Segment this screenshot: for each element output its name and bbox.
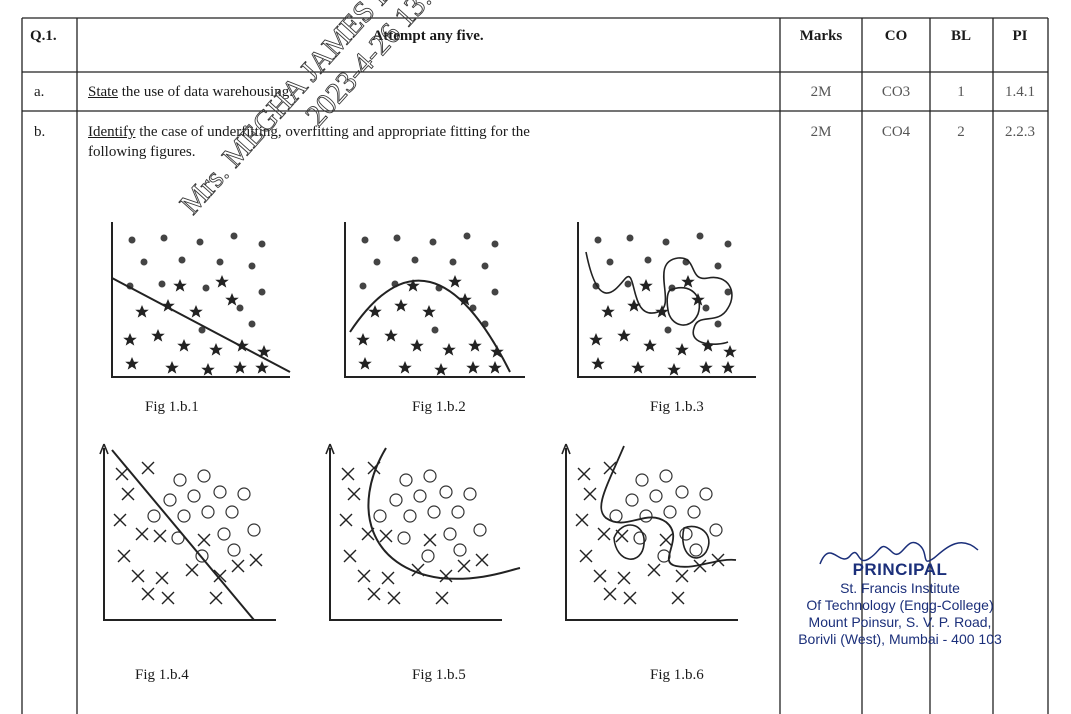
stamp-line-4: Borivli (West), Mumbai - 400 103 [798, 631, 1002, 647]
marks-header: Marks [799, 28, 843, 44]
row-a-question: State the use of data warehousing. [88, 83, 293, 101]
bl-header: BL [950, 28, 972, 44]
fig-caption-3: Fig 1.b.3 [650, 399, 704, 415]
row-b-bl: 2 [957, 124, 965, 140]
pi-header: PI [1012, 28, 1028, 44]
stamp-line-2: Of Technology (Engg-College) [806, 597, 994, 613]
co-header: CO [884, 28, 908, 44]
fig-caption-1: Fig 1.b.1 [145, 399, 199, 415]
fig-2-appropriate-fit-plot [344, 222, 525, 378]
row-a-id: a. [34, 84, 45, 100]
fig-caption-4: Fig 1.b.4 [135, 667, 189, 683]
row-b-question: Identify the case of underfitting, overf… [88, 123, 530, 141]
row-a-pi: 1.4.1 [1005, 84, 1035, 100]
stamp-line-3: Mount Poinsur, S. V. P. Road, [808, 614, 992, 630]
stamp-line-1: St. Francis Institute [840, 580, 960, 596]
principal-stamp: PRINCIPAL St. Francis Institute Of Techn… [730, 560, 1070, 648]
row-a-bl: 1 [957, 84, 965, 100]
fig-3-overfit-plot [577, 222, 756, 378]
fig-caption-2: Fig 1.b.2 [412, 399, 466, 415]
row-a-verb: State [88, 84, 118, 100]
row-b-marks: 2M [810, 124, 832, 140]
row-b-id: b. [34, 124, 46, 140]
question-number: Q.1. [30, 28, 57, 44]
stamp-title: PRINCIPAL [852, 560, 948, 579]
row-b-pi: 2.2.3 [1005, 124, 1035, 140]
fig-5-appropriate-fit-plot [325, 443, 521, 621]
principal-signature [819, 541, 979, 565]
fig-caption-6: Fig 1.b.6 [650, 667, 704, 683]
fig-caption-5: Fig 1.b.5 [412, 667, 466, 683]
fig-4-underfit-plot [99, 443, 276, 621]
row-a-text: the use of data warehousing. [118, 84, 293, 100]
row-b-verb: Identify [88, 124, 136, 140]
row-b-text: the case of underfitting, overfitting an… [135, 124, 530, 140]
instruction-text: Attempt any five. [372, 28, 484, 44]
row-b-co: CO4 [881, 124, 911, 140]
row-b-question-line2: following figures. [88, 144, 196, 160]
row-a-marks: 2M [810, 84, 832, 100]
row-a-co: CO3 [881, 84, 911, 100]
fig-1-underfit-plot [111, 222, 291, 378]
fig-6-overfit-plot [561, 443, 738, 621]
